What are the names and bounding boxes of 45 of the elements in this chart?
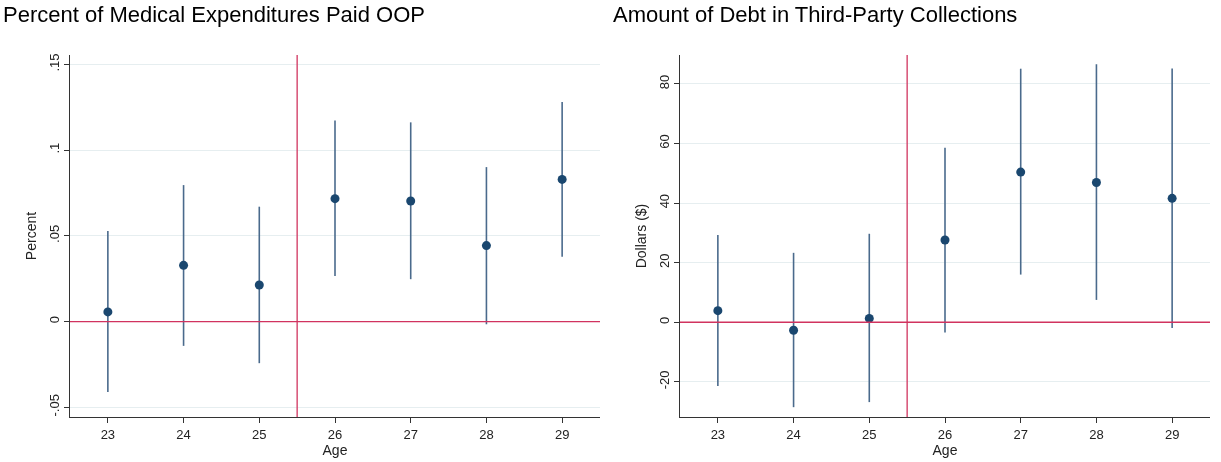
point [1091,178,1101,188]
x-axis-title: Age [322,441,348,458]
point [406,196,416,206]
x-tick-label: 29 [554,426,570,442]
y-tick-label: -20 [656,370,672,390]
y-tick-label: 80 [656,74,672,90]
point [1016,167,1026,177]
point [481,241,491,251]
x-tick-label: 25 [252,426,267,442]
chart-title: Percent of Medical Expenditures Paid OOP [3,2,425,28]
x-tick-label: 25 [862,426,877,442]
x-tick-label: 26 [327,426,343,442]
chart-title: Amount of Debt in Third-Party Collections [613,2,1018,28]
x-tick-label: 23 [100,426,116,442]
y-tick-label: 0 [46,315,62,324]
x-tick-label: 24 [176,426,191,442]
point [254,280,264,290]
point [713,306,723,316]
y-tick-label: 60 [656,134,672,149]
y-tick-label: .05 [46,224,62,243]
y-tick-label: 20 [656,253,672,268]
point [789,325,799,335]
x-tick-label: 27 [403,426,418,442]
point [557,174,567,184]
x-tick-label: 28 [1089,426,1104,442]
y-axis-title: Percent [23,211,40,261]
point [179,260,189,270]
point [330,194,340,204]
y-axis-title: Dollars ($) [633,203,650,269]
y-tick-label: -.05 [46,394,62,417]
x-tick-label: 26 [937,426,953,442]
y-tick-label: .1 [46,142,62,154]
y-tick-label: 0 [656,316,672,324]
x-tick-label: 28 [479,426,494,442]
x-tick-label: 29 [1164,426,1180,442]
point [1167,193,1177,203]
y-tick-label: 40 [656,193,672,209]
x-tick-label: 24 [786,426,801,442]
point [864,313,874,323]
point [103,307,113,317]
y-tick-label: .15 [46,53,62,72]
x-tick-label: 27 [1013,426,1028,442]
x-axis-title: Age [932,441,958,458]
x-tick-label: 23 [710,426,726,442]
point [940,235,950,245]
